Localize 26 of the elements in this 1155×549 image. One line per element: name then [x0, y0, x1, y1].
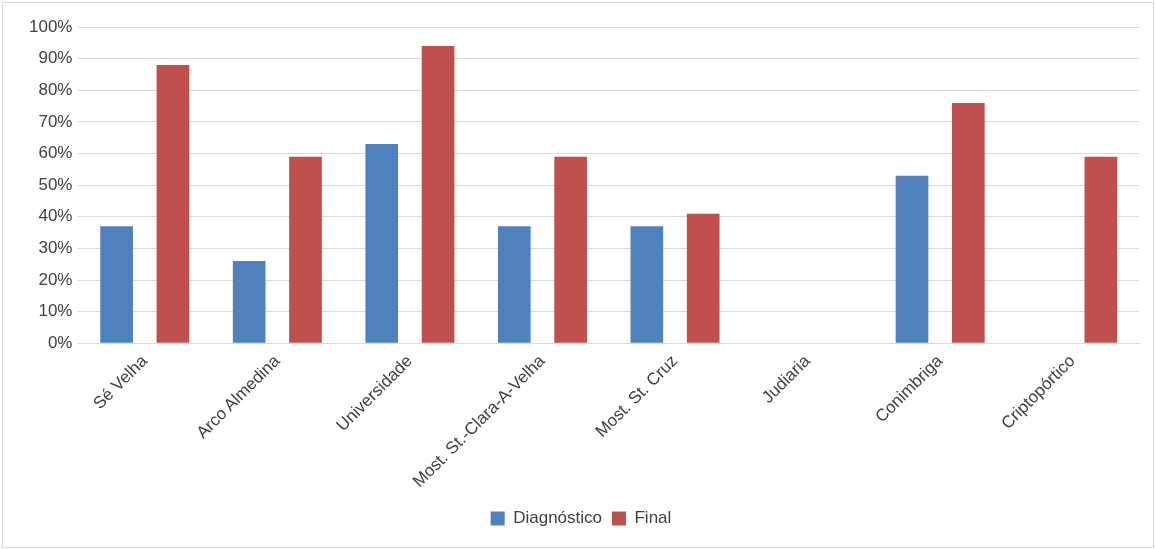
y-tick-label: 30%: [38, 238, 73, 258]
bar: [951, 102, 985, 343]
bar: [421, 45, 455, 343]
y-tick-label: 50%: [38, 174, 73, 194]
legend-label: Diagnóstico: [513, 508, 602, 528]
bar: [365, 144, 399, 343]
legend-label: Final: [634, 508, 672, 528]
bar: [497, 226, 531, 343]
y-tick-label: 20%: [38, 269, 73, 289]
bar: [895, 175, 929, 343]
y-tick-label: 0%: [47, 333, 73, 352]
bar: [100, 226, 133, 343]
bar: [630, 226, 664, 343]
y-tick-label: 10%: [38, 301, 73, 321]
bar: [1084, 156, 1118, 343]
bar: [554, 156, 587, 343]
y-tick-label: 40%: [38, 206, 73, 226]
y-tick-label: 60%: [38, 143, 73, 163]
bar: [232, 261, 266, 343]
y-tick-label: 90%: [38, 48, 73, 68]
bar: [686, 213, 720, 343]
y-tick-label: 100%: [29, 16, 73, 36]
y-tick-label: 70%: [38, 111, 73, 131]
bar: [289, 156, 322, 343]
bar: [156, 64, 190, 343]
y-tick-label: 80%: [38, 79, 73, 99]
